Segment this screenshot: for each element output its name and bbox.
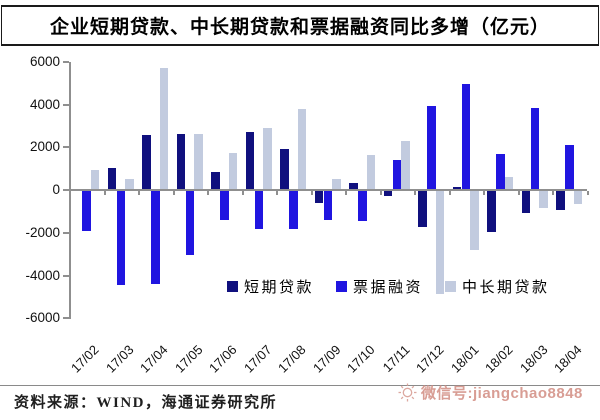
x-axis-tick — [138, 191, 140, 195]
y-axis-tick — [63, 231, 69, 234]
bar-bill-financing — [323, 191, 333, 220]
bar-short-term-loans — [176, 134, 186, 190]
legend-swatch-icon — [445, 281, 457, 292]
bar-bill-financing — [220, 191, 229, 220]
bar-medium-long-term-loans — [297, 108, 307, 190]
x-axis-tick — [345, 191, 347, 195]
x-axis-tick — [517, 191, 520, 195]
bar-bill-financing — [358, 191, 367, 221]
legend-item-short-term-loans: 短期贷款 — [227, 276, 314, 297]
bar-short-term-loans — [556, 191, 565, 211]
legend-item-bill-financing: 票据融资 — [336, 276, 423, 297]
bar-short-term-loans — [280, 149, 289, 190]
bar-bill-financing — [427, 105, 436, 190]
bar-medium-long-term-loans — [90, 169, 100, 190]
x-axis-tick — [241, 191, 244, 195]
watermark: 微信号:jiangchao8848 — [398, 382, 583, 403]
x-axis-tick — [69, 191, 71, 195]
x-axis-tick — [310, 191, 313, 195]
legend-label: 中长期贷款 — [462, 280, 550, 296]
y-axis-tick-label: 2000 — [29, 139, 60, 155]
bar-short-term-loans — [349, 182, 358, 190]
bar-short-term-loans — [142, 135, 151, 190]
y-axis-tick — [63, 317, 69, 320]
bar-medium-long-term-loans — [125, 179, 134, 190]
y-axis-tick — [63, 274, 69, 277]
x-axis-tick — [379, 191, 382, 195]
legend-label: 短期贷款 — [244, 280, 315, 296]
y-axis-tick — [63, 146, 69, 149]
bar-bill-financing — [289, 191, 298, 230]
bar-medium-long-term-loans — [504, 177, 514, 190]
bar-short-term-loans — [245, 132, 255, 190]
x-axis-tick — [448, 191, 451, 195]
bar-medium-long-term-loans — [159, 68, 169, 190]
chart-title-box: 企业短期贷款、中长期贷款和票据融资同比多增（亿元） — [1, 5, 599, 46]
bar-short-term-loans — [487, 191, 496, 232]
bar-medium-long-term-loans — [332, 179, 341, 190]
legend-label: 票据融资 — [353, 280, 424, 296]
bar-medium-long-term-loans — [366, 154, 376, 190]
bar-bill-financing — [151, 191, 160, 284]
sun-logo-icon — [398, 383, 417, 402]
bar-medium-long-term-loans — [573, 191, 583, 204]
bar-short-term-loans — [211, 171, 220, 190]
bar-bill-financing — [496, 153, 505, 190]
legend-item-medium-long-term-loans: 中长期贷款 — [445, 276, 550, 297]
bar-short-term-loans — [452, 186, 462, 190]
bar-medium-long-term-loans — [470, 191, 479, 250]
bar-bill-financing — [565, 145, 574, 190]
y-axis-tick-label: 6000 — [29, 53, 60, 69]
x-axis-tick — [103, 191, 106, 195]
x-axis-tick — [414, 191, 416, 195]
chart-title: 企业短期贷款、中长期贷款和票据融资同比多增（亿元） — [49, 17, 550, 38]
y-axis-tick — [63, 189, 69, 191]
x-axis-tick — [207, 191, 209, 195]
bar-bill-financing — [116, 191, 126, 286]
y-axis-tick-label: -6000 — [25, 310, 60, 326]
source-note: 资料来源：WIND，海通证券研究所 — [14, 395, 278, 411]
x-axis-tick — [552, 191, 554, 195]
bar-medium-long-term-loans — [435, 191, 445, 294]
bar-bill-financing — [185, 191, 195, 256]
x-axis-line — [64, 189, 587, 191]
legend-swatch-icon — [336, 281, 348, 292]
y-axis-tick — [63, 103, 69, 106]
footer-divider — [0, 385, 600, 386]
bar-bill-financing — [530, 107, 540, 190]
bar-bill-financing — [461, 84, 471, 190]
x-axis-tick — [586, 191, 589, 195]
x-axis-tick — [276, 191, 278, 195]
y-axis-tick-label: 0 — [52, 182, 60, 197]
bar-bill-financing — [254, 191, 264, 230]
legend: 短期贷款 票据融资 中长期贷款 — [227, 276, 550, 297]
legend-swatch-icon — [227, 281, 238, 292]
bar-bill-financing — [82, 191, 91, 231]
x-axis-tick — [172, 191, 175, 195]
bar-medium-long-term-loans — [263, 128, 272, 190]
bar-short-term-loans — [383, 191, 393, 197]
bar-short-term-loans — [107, 167, 117, 190]
y-axis-tick-label: -4000 — [25, 267, 60, 283]
bar-short-term-loans — [314, 191, 324, 203]
bar-medium-long-term-loans — [194, 134, 203, 190]
bar-medium-long-term-loans — [228, 152, 238, 190]
bar-bill-financing — [392, 160, 402, 190]
y-axis-tick-label: 4000 — [29, 96, 60, 112]
bar-short-term-loans — [521, 191, 531, 214]
bar-short-term-loans — [418, 191, 427, 228]
y-axis-tick — [63, 60, 69, 63]
bar-medium-long-term-loans — [401, 140, 410, 190]
bar-medium-long-term-loans — [539, 191, 548, 209]
x-axis-tick — [483, 191, 485, 195]
watermark-text: 微信号:jiangchao8848 — [421, 385, 583, 402]
y-axis-tick-label: -2000 — [25, 224, 60, 240]
